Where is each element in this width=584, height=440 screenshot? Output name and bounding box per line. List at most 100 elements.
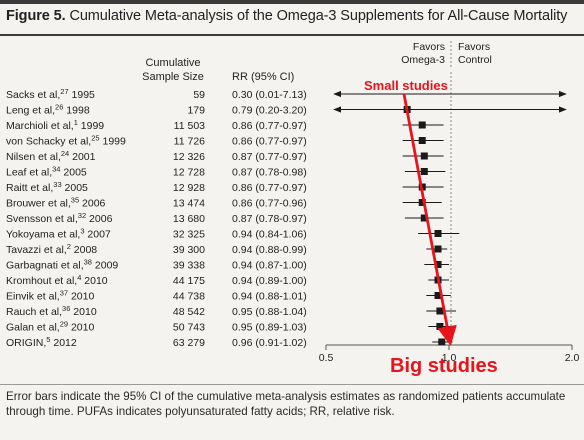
study-row: von Schacky et al,25 1999 11 726 0.86 (0.7… xyxy=(6,134,444,148)
study-rows: Sacks et al,27 1995 59 0.30 (0.01-7.13) Len… xyxy=(6,87,567,349)
study-name: Tavazzi et al,2 2008 xyxy=(6,242,97,256)
figure-label: Figure 5. xyxy=(6,8,66,24)
small-studies-annotation: Small studies xyxy=(364,78,448,93)
x-axis-ticks: 0.5 1.0 2.0 xyxy=(319,345,580,364)
study-name: von Schacky et al,25 1999 xyxy=(6,134,126,148)
top-rule xyxy=(0,0,584,4)
study-name: Leng et al,26 1998 xyxy=(6,103,90,117)
study-name: ORIGIN,5 2012 xyxy=(6,335,77,349)
sample-size: 44 175 xyxy=(173,275,205,287)
point-estimate xyxy=(420,152,428,160)
study-row: Raitt et al,33 2005 12 928 0.86 (0.77-0.97… xyxy=(6,180,444,194)
study-row: Svensson et al,32 2006 13 680 0.87 (0.78-0… xyxy=(6,211,444,225)
study-row: Yokoyama et al,3 2007 32 325 0.94 (0.84-1.… xyxy=(6,227,460,241)
sample-size: 39 338 xyxy=(173,260,205,272)
header-favors-omega3-line2: Omega-3 xyxy=(401,54,445,66)
study-row: Brouwer et al,35 2006 13 474 0.86 (0.77-0.… xyxy=(6,196,442,210)
point-estimate xyxy=(420,168,428,175)
big-studies-annotation: Big studies xyxy=(390,355,498,377)
sample-size: 39 300 xyxy=(173,244,205,256)
rr-ci: 0.86 (0.77-0.97) xyxy=(232,136,307,148)
trend-arrow xyxy=(402,93,457,346)
sample-size: 12 326 xyxy=(173,151,205,163)
sample-size: 12 728 xyxy=(173,167,205,179)
study-name: Yokoyama et al,3 2007 xyxy=(6,227,111,241)
header-rr: RR (95% CI) xyxy=(232,71,294,83)
sample-size: 179 xyxy=(187,105,205,117)
rr-ci: 0.30 (0.01-7.13) xyxy=(232,89,307,101)
sample-size: 44 738 xyxy=(173,291,205,303)
study-row: Galan et al,29 2010 50 743 0.95 (0.89-1.03… xyxy=(6,320,455,334)
sample-size: 32 325 xyxy=(173,229,205,241)
study-row: Leaf et al,34 2005 12 728 0.87 (0.78-0.98) xyxy=(6,165,446,179)
rr-ci: 0.96 (0.91-1.02) xyxy=(232,337,307,349)
study-name: Raitt et al,33 2005 xyxy=(6,180,88,194)
figure-title-text: Cumulative Meta-analysis of the Omega-3 … xyxy=(69,8,568,24)
header-sample-size-line1: Cumulative xyxy=(145,57,200,69)
rr-ci: 0.86 (0.77-0.97) xyxy=(232,182,307,194)
study-row: Nilsen et al,24 2001 12 326 0.87 (0.77-0.9… xyxy=(6,149,444,163)
point-estimate xyxy=(436,323,444,330)
sample-size: 48 542 xyxy=(173,306,205,318)
forest-plot: Cumulative Sample Size RR (95% CI) Favor… xyxy=(6,41,580,377)
x-tick-label: 0.5 xyxy=(319,352,334,364)
rr-ci: 0.94 (0.89-1.00) xyxy=(232,275,307,287)
sample-size: 11 726 xyxy=(174,136,205,148)
rr-ci: 0.79 (0.20-3.20) xyxy=(232,105,307,117)
study-name: Nilsen et al,24 2001 xyxy=(6,149,96,163)
study-name: Einvik et al,37 2010 xyxy=(6,289,94,303)
title-rule xyxy=(0,34,584,36)
figure-footnote: Error bars indicate the 95% CI of the cu… xyxy=(6,390,566,418)
sample-size: 11 503 xyxy=(174,120,205,132)
rr-ci: 0.87 (0.77-0.97) xyxy=(232,151,307,163)
header-favors-omega3-line1: Favors xyxy=(413,41,445,53)
point-estimate xyxy=(434,292,442,299)
rr-ci: 0.86 (0.77-0.96) xyxy=(232,198,307,210)
sample-size: 59 xyxy=(193,89,205,101)
study-name: Sacks et al,27 1995 xyxy=(6,87,95,101)
study-row: Einvik et al,37 2010 44 738 0.94 (0.88-1.0… xyxy=(6,289,451,303)
rr-ci: 0.86 (0.77-0.97) xyxy=(232,120,307,132)
study-row: Kromhout et al,4 2010 44 175 0.94 (0.89-1.… xyxy=(6,273,449,287)
point-estimate xyxy=(434,230,442,237)
rr-ci: 0.95 (0.89-1.03) xyxy=(232,322,307,334)
study-row: Sacks et al,27 1995 59 0.30 (0.01-7.13) xyxy=(6,87,567,101)
rr-ci: 0.94 (0.88-1.01) xyxy=(232,291,307,303)
study-name: Rauch et al,36 2010 xyxy=(6,304,97,318)
sample-size: 13 680 xyxy=(173,213,205,225)
header-favors-control-line2: Control xyxy=(458,54,492,66)
study-name: Kromhout et al,4 2010 xyxy=(6,273,108,287)
study-name: Garbagnati et al,38 2009 xyxy=(6,258,118,272)
sample-size: 13 474 xyxy=(173,198,205,210)
study-name: Marchioli et al,1 1999 xyxy=(6,118,104,132)
figure-title: Figure 5. Cumulative Meta-analysis of th… xyxy=(6,8,567,24)
rr-ci: 0.95 (0.88-1.04) xyxy=(232,306,307,318)
header-sample-size-line2: Sample Size xyxy=(142,71,204,83)
study-row: Leng et al,26 1998 179 0.79 (0.20-3.20) xyxy=(6,103,567,117)
point-estimate xyxy=(418,137,426,144)
study-row: ORIGIN,5 2012 63 279 0.96 (0.91-1.02) xyxy=(6,335,453,349)
header-favors-control-line1: Favors xyxy=(458,41,490,53)
rr-ci: 0.94 (0.87-1.00) xyxy=(232,260,307,272)
study-row: Rauch et al,36 2010 48 542 0.95 (0.88-1.04… xyxy=(6,304,456,318)
rr-ci: 0.94 (0.88-0.99) xyxy=(232,244,307,256)
study-name: Galan et al,29 2010 xyxy=(6,320,94,334)
point-estimate xyxy=(434,245,442,253)
study-row: Tavazzi et al,2 2008 39 300 0.94 (0.88-0.9… xyxy=(6,242,448,256)
point-estimate xyxy=(434,261,442,268)
study-name: Leaf et al,34 2005 xyxy=(6,165,87,179)
study-row: Marchioli et al,1 1999 11 503 0.86 (0.77-0… xyxy=(6,118,444,132)
sample-size: 50 743 xyxy=(173,322,205,334)
x-tick-label: 1.0 xyxy=(442,352,457,364)
rr-ci: 0.87 (0.78-0.98) xyxy=(232,167,307,179)
point-estimate xyxy=(420,214,428,222)
rr-ci: 0.94 (0.84-1.06) xyxy=(232,229,307,241)
study-name: Brouwer et al,35 2006 xyxy=(6,196,106,210)
rr-ci: 0.87 (0.78-0.97) xyxy=(232,213,307,225)
x-tick-label: 2.0 xyxy=(565,352,580,364)
point-estimate xyxy=(438,338,446,346)
point-estimate xyxy=(418,121,426,129)
study-row: Garbagnati et al,38 2009 39 338 0.94 (0.87… xyxy=(6,258,449,272)
sample-size: 12 928 xyxy=(173,182,205,194)
